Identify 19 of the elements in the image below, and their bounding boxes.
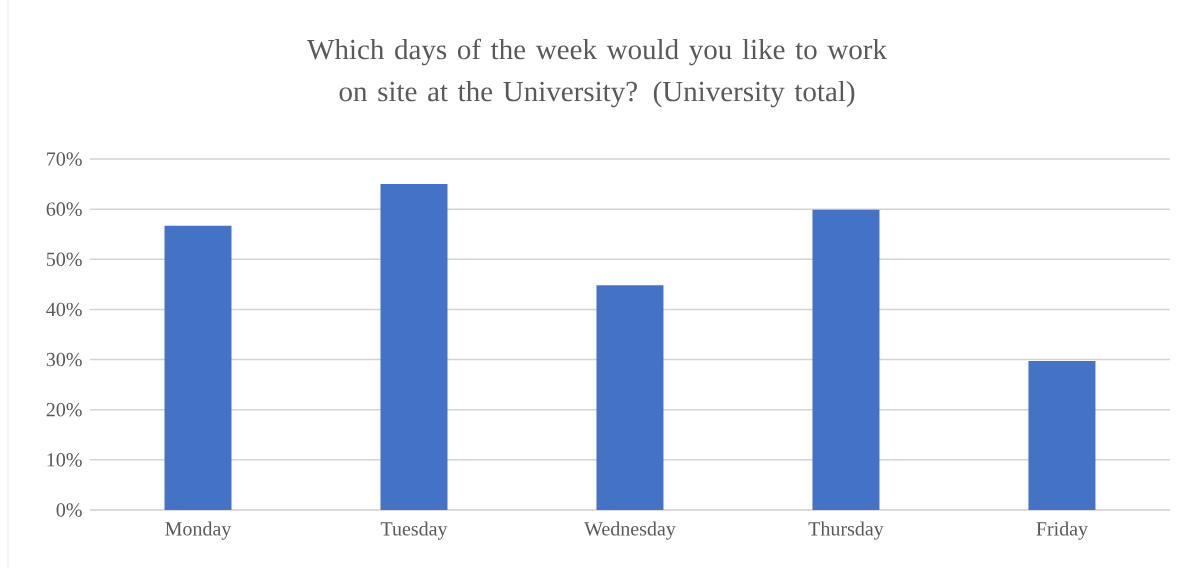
bar [1028,361,1096,510]
x-tick-label: Friday [1036,521,1088,540]
bar [380,184,448,510]
y-tick-label: 30% [46,352,82,367]
x-tick-label: Wednesday [584,521,676,540]
chart-title: Which days of the week would you like to work on site at the University? (University total) [307,38,887,108]
y-tick-label: 0% [56,503,82,517]
bar [812,209,880,510]
y-tick-label: 10% [47,453,82,467]
y-tick-label: 50% [46,252,82,267]
y-tick-label: 70% [47,152,82,166]
x-tick-label: Tuesday [380,521,448,540]
bar [596,285,664,510]
y-tick-label: 20% [46,402,82,417]
y-tick-label: 40% [46,302,82,317]
x-tick-label: Thursday [808,521,884,540]
y-tick-label: 60% [46,202,82,216]
bar [164,225,232,510]
x-tick-label: Monday [165,521,232,540]
